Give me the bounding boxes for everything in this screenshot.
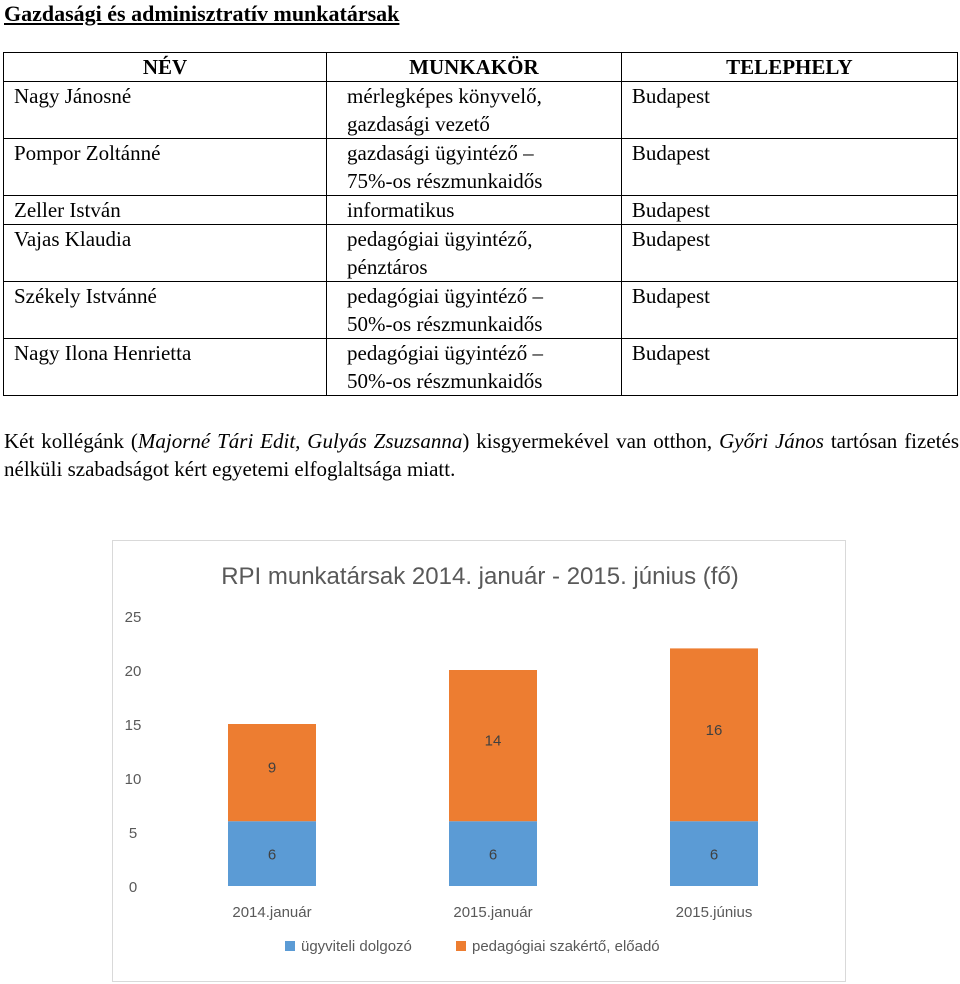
note-paragraph: Két kollégánk (Majorné Tári Edit, Gulyás… [4, 427, 959, 483]
data-label: 9 [268, 760, 276, 777]
job-line: 50%-os részmunkaidős [347, 312, 543, 336]
stacked-bar-chart: RPI munkatársak 2014. január - 2015. jún… [125, 563, 758, 955]
job-line: gazdasági vezető [347, 112, 490, 136]
legend-swatch-pedagogiai [456, 941, 466, 951]
table-row: Nagy Jánosné mérlegképes könyvelő, gazdasá… [2, 81, 959, 139]
y-tick-label: 10 [125, 771, 142, 788]
cell-site: Budapest [620, 81, 959, 139]
table-row: Székely Istvánné pedagógiai ügyintéző – 50… [2, 281, 959, 339]
header-job: MUNKAKÖR [326, 52, 622, 82]
job-line: gazdasági ügyintéző – [347, 141, 534, 165]
legend-label-pedagogiai: pedagógiai szakértő, előadó [472, 938, 660, 955]
bar-pedagogiai [670, 648, 758, 822]
job-line: pedagógiai ügyintéző – [347, 284, 543, 308]
bar-pedagogiai [449, 670, 537, 822]
cell-name: Zeller István [2, 195, 328, 225]
cell-name: Székely Istvánné [2, 281, 328, 339]
data-label: 6 [268, 847, 276, 864]
bar-ugyviteli [228, 821, 316, 886]
y-tick-label: 0 [129, 879, 137, 896]
legend-swatch-ugyviteli [285, 941, 295, 951]
job-line: pedagógiai ügyintéző, [347, 227, 533, 251]
cell-job: gazdasági ügyintéző – 75%-os részmunkaidő… [326, 138, 622, 196]
data-label: 14 [485, 733, 502, 750]
bar-ugyviteli [670, 821, 758, 886]
data-label: 6 [710, 847, 718, 864]
cell-site: Budapest [620, 138, 959, 196]
cell-name: Nagy Ilona Henrietta [2, 338, 328, 396]
cell-job: pedagógiai ügyintéző – 50%-os részmunkaid… [326, 281, 622, 339]
staff-table-body: Nagy Jánosné mérlegképes könyvelő, gazdasá… [2, 81, 959, 396]
cell-job: informatikus [326, 195, 622, 225]
cell-site: Budapest [620, 281, 959, 339]
staff-table: NÉV MUNKAKÖR TELEPHELY Nagy Jánosné mérle… [2, 52, 959, 396]
data-label: 6 [489, 847, 497, 864]
note-names-2: Győri János [719, 429, 824, 453]
job-line: pénztáros [347, 255, 428, 279]
table-row: Pompor Zoltánné gazdasági ügyintéző – 75%-… [2, 138, 959, 196]
note-text-2: ) kisgyermekével van otthon, [462, 429, 720, 453]
table-row: Zeller István informatikus Budapest [2, 195, 959, 225]
y-tick-label: 25 [125, 609, 142, 626]
note-text-3: tartósan fizetés nélküli szabadságot kér… [4, 429, 959, 481]
cell-job: mérlegképes könyvelő, gazdasági vezető [326, 81, 622, 139]
cell-site: Budapest [620, 338, 959, 396]
note-text-1: Két kollégánk ( [4, 429, 138, 453]
chart-frame: RPI munkatársak 2014. január - 2015. jún… [112, 540, 846, 982]
job-line: pedagógiai ügyintéző – [347, 341, 543, 365]
x-tick-label: 2015.január [453, 904, 532, 921]
job-line: informatikus [347, 198, 455, 222]
x-tick-label: 2015.június [676, 904, 753, 921]
note-names-1: Majorné Tári Edit, Gulyás Zsuzsanna [137, 429, 463, 453]
cell-site: Budapest [620, 195, 959, 225]
data-label: 16 [706, 722, 723, 739]
job-line: 50%-os részmunkaidős [347, 369, 543, 393]
header-site: TELEPHELY [620, 52, 959, 82]
y-tick-label: 5 [129, 825, 137, 842]
table-header-row: NÉV MUNKAKÖR TELEPHELY [2, 52, 959, 82]
x-tick-label: 2014.január [232, 904, 311, 921]
cell-site: Budapest [620, 224, 959, 282]
y-tick-label: 20 [125, 663, 142, 680]
y-tick-label: 15 [125, 717, 142, 734]
bar-pedagogiai [228, 724, 316, 822]
cell-job: pedagógiai ügyintéző, pénztáros [326, 224, 622, 282]
job-line: 75%-os részmunkaidős [347, 169, 543, 193]
cell-name: Vajas Klaudia [2, 224, 328, 282]
job-line: mérlegképes könyvelő, [347, 84, 542, 108]
bar-ugyviteli [449, 821, 537, 886]
cell-name: Nagy Jánosné [2, 81, 328, 139]
table-row: Nagy Ilona Henrietta pedagógiai ügyintéző… [2, 338, 959, 396]
header-name: NÉV [2, 52, 328, 82]
section-heading: Gazdasági és adminisztratív munkatársak [4, 1, 400, 26]
legend-label-ugyviteli: ügyviteli dolgozó [301, 938, 412, 955]
table-row: Vajas Klaudia pedagógiai ügyintéző, pénztá… [2, 224, 959, 282]
cell-name: Pompor Zoltánné [2, 138, 328, 196]
chart-title: RPI munkatársak 2014. január - 2015. jún… [221, 563, 739, 590]
cell-job: pedagógiai ügyintéző – 50%-os részmunkaid… [326, 338, 622, 396]
